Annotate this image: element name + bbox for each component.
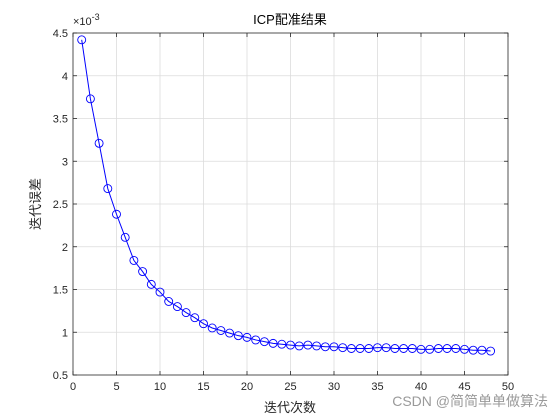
data-point: [373, 343, 382, 353]
x-tick-label: 15: [197, 381, 209, 393]
data-point: [94, 138, 104, 148]
x-tick-label: 35: [371, 381, 383, 393]
data-point: [103, 184, 113, 194]
data-point: [138, 267, 148, 276]
data-point: [190, 313, 200, 323]
data-point: [120, 232, 130, 242]
data-point: [460, 344, 469, 354]
data-point: [303, 340, 313, 350]
data-point: [216, 326, 226, 335]
x-tick-label: 25: [284, 381, 296, 393]
data-point: [442, 344, 452, 353]
y-tick-label: 2: [62, 242, 68, 254]
data-point: [294, 341, 304, 351]
x-tick-label: 40: [415, 381, 427, 393]
data-point: [207, 323, 217, 333]
x-tick-label: 45: [458, 381, 470, 393]
axis-ticks: 0 5 10 15 20 25 30 35 40 45 50 0.5 1 1.5 2 2.5 3 3.5 4 4.5: [53, 28, 514, 393]
y-axis-label: 迭代误差: [28, 178, 43, 230]
y-exponent-label: ×10-3: [73, 12, 100, 28]
x-tick-label: 0: [70, 381, 76, 393]
data-point: [364, 344, 374, 353]
y-tick-label: 3: [62, 156, 68, 168]
data-point: [329, 342, 339, 352]
x-tick-label: 50: [502, 381, 514, 393]
grid: [73, 33, 508, 375]
data-point: [164, 297, 174, 306]
data-point: [286, 340, 295, 350]
data-point: [85, 94, 95, 104]
data-point: [77, 35, 87, 45]
data-point: [225, 328, 235, 338]
y-tick-label: 1: [62, 327, 68, 339]
y-tick-label: 3.5: [53, 114, 68, 126]
data-point: [486, 346, 496, 356]
data-point: [251, 335, 261, 345]
data-point: [172, 302, 182, 312]
data-point: [338, 343, 348, 353]
y-tick-label: 2.5: [53, 199, 68, 211]
data-point: [199, 319, 208, 329]
y-tick-label: 4: [62, 71, 68, 83]
y-tick-label: 1.5: [53, 285, 68, 297]
data-point: [320, 342, 330, 352]
data-point: [425, 344, 435, 354]
data-point: [146, 279, 156, 289]
y-tick-label: 0.5: [53, 370, 68, 382]
data-point: [451, 344, 461, 353]
data-point: [399, 344, 409, 353]
y-exponent-base: ×10: [73, 16, 92, 28]
x-tick-label: 10: [154, 381, 166, 393]
x-tick-label: 30: [328, 381, 340, 393]
chart-title: ICP配准结果: [253, 12, 327, 27]
x-tick-label: 20: [241, 381, 253, 393]
data-point: [381, 343, 391, 353]
data-point: [477, 345, 487, 355]
data-point: [355, 344, 365, 353]
data-point: [129, 255, 139, 265]
data-point: [407, 344, 417, 353]
data-point: [268, 338, 278, 348]
data-point: [416, 344, 426, 354]
data-point: [242, 332, 252, 342]
x-tick-label: 5: [113, 381, 119, 393]
data-point: [433, 344, 443, 353]
data-point: [468, 345, 478, 355]
data-point: [277, 339, 287, 349]
data-point: [155, 287, 165, 297]
data-point: [181, 308, 191, 318]
x-axis-label: 迭代次数: [264, 400, 316, 415]
y-tick-label: 4.5: [53, 28, 68, 40]
data-point: [233, 331, 243, 341]
data-point: [390, 344, 400, 353]
data-point: [259, 337, 269, 347]
series-layer: [77, 35, 496, 356]
data-point: [112, 209, 121, 219]
y-exponent-power: -3: [92, 12, 100, 22]
watermark: CSDN @简简单单做算法: [392, 393, 548, 409]
data-point: [346, 344, 356, 353]
data-point: [312, 341, 322, 351]
